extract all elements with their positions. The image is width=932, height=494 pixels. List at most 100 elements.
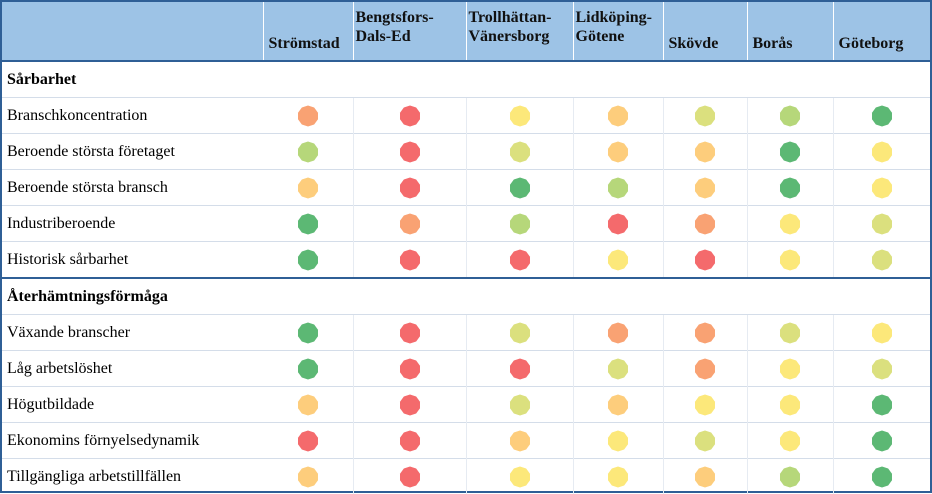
rating-yellowgreen-indicator-icon (607, 358, 629, 380)
rating-cell (466, 315, 573, 351)
rating-yellowgreen-indicator-icon (871, 249, 893, 271)
rating-cell (573, 423, 663, 459)
rating-cell (747, 459, 833, 494)
rating-cell (353, 315, 466, 351)
rating-yellowgreen-indicator-icon (509, 322, 531, 344)
row-label: Högutbildade (2, 387, 263, 423)
rating-cell (833, 315, 930, 351)
row-label: Branschkoncentration (2, 98, 263, 134)
rating-cell (747, 170, 833, 206)
rating-cell (663, 315, 747, 351)
rating-lightgreen-indicator-icon (509, 213, 531, 235)
rating-cell (263, 459, 353, 494)
column-header-label: Trollhättan- Vänersborg (467, 2, 573, 46)
rating-yellow-indicator-icon (694, 394, 716, 416)
rating-lightgreen-indicator-icon (607, 177, 629, 199)
section-title: Återhämtningsförmåga (2, 278, 930, 315)
rating-cell (353, 170, 466, 206)
rating-cell (263, 423, 353, 459)
column-header-stromstad: Strömstad (263, 2, 353, 61)
rating-cell (663, 242, 747, 279)
table-row: Beroende största företaget (2, 134, 930, 170)
rating-cell (833, 206, 930, 242)
rating-red-indicator-icon (509, 358, 531, 380)
rating-cell (466, 459, 573, 494)
rating-lightgreen-indicator-icon (779, 466, 801, 488)
rating-cell (353, 459, 466, 494)
rating-yellow-indicator-icon (779, 358, 801, 380)
rating-cell (663, 98, 747, 134)
rating-yellow-indicator-icon (871, 322, 893, 344)
rating-cell (466, 242, 573, 279)
rating-orange-indicator-icon (694, 358, 716, 380)
rating-yellowgreen-indicator-icon (779, 322, 801, 344)
rating-green-indicator-icon (297, 322, 319, 344)
row-label: Ekonomins förnyelsedynamik (2, 423, 263, 459)
rating-lightgreen-indicator-icon (779, 105, 801, 127)
rating-cell (663, 423, 747, 459)
rating-amber-indicator-icon (694, 141, 716, 163)
rating-yellow-indicator-icon (607, 430, 629, 452)
rating-yellowgreen-indicator-icon (871, 358, 893, 380)
rating-cell (747, 315, 833, 351)
rating-cell (573, 98, 663, 134)
rating-red-indicator-icon (607, 213, 629, 235)
rating-green-indicator-icon (871, 466, 893, 488)
rating-red-indicator-icon (399, 466, 421, 488)
rating-yellowgreen-indicator-icon (694, 430, 716, 452)
rating-red-indicator-icon (399, 430, 421, 452)
rating-amber-indicator-icon (607, 105, 629, 127)
section-row: Sårbarhet (2, 61, 930, 98)
rating-green-indicator-icon (297, 358, 319, 380)
column-header-label: Bengtsfors- Dals-Ed (354, 2, 466, 46)
rating-cell (573, 170, 663, 206)
rating-cell (747, 134, 833, 170)
rating-red-indicator-icon (694, 249, 716, 271)
table-row: Växande branscher (2, 315, 930, 351)
rating-cell (663, 170, 747, 206)
table-row: Låg arbetslöshet (2, 351, 930, 387)
header-corner (2, 2, 263, 61)
rating-cell (663, 351, 747, 387)
rating-green-indicator-icon (871, 105, 893, 127)
header-row: Strömstad Bengtsfors- Dals-Ed Trollhätta… (2, 2, 930, 61)
rating-yellow-indicator-icon (607, 466, 629, 488)
rating-amber-indicator-icon (297, 177, 319, 199)
rating-cell (663, 206, 747, 242)
rating-cell (747, 242, 833, 279)
row-label: Beroende största företaget (2, 134, 263, 170)
column-header-label: Strömstad (264, 2, 353, 53)
rating-cell (353, 134, 466, 170)
rating-cell (466, 98, 573, 134)
rating-red-indicator-icon (399, 394, 421, 416)
rating-cell (833, 242, 930, 279)
rating-cell (466, 170, 573, 206)
rating-cell (353, 351, 466, 387)
rating-yellow-indicator-icon (607, 249, 629, 271)
rating-yellowgreen-indicator-icon (509, 141, 531, 163)
column-header-label: Lidköping- Götene (574, 2, 663, 46)
rating-yellowgreen-indicator-icon (871, 213, 893, 235)
rating-green-indicator-icon (297, 249, 319, 271)
table-row: Beroende största bransch (2, 170, 930, 206)
rating-yellow-indicator-icon (509, 105, 531, 127)
rating-cell (263, 206, 353, 242)
rating-cell (663, 387, 747, 423)
row-label: Låg arbetslöshet (2, 351, 263, 387)
rating-amber-indicator-icon (607, 141, 629, 163)
rating-cell (573, 459, 663, 494)
column-header-bengtsfors: Bengtsfors- Dals-Ed (353, 2, 466, 61)
rating-amber-indicator-icon (297, 466, 319, 488)
rating-cell (353, 98, 466, 134)
rating-amber-indicator-icon (694, 466, 716, 488)
rating-cell (466, 423, 573, 459)
rating-yellowgreen-indicator-icon (509, 394, 531, 416)
rating-cell (263, 170, 353, 206)
rating-lightgreen-indicator-icon (297, 141, 319, 163)
rating-yellow-indicator-icon (779, 249, 801, 271)
rating-cell (663, 459, 747, 494)
row-label: Växande branscher (2, 315, 263, 351)
rating-cell (466, 351, 573, 387)
